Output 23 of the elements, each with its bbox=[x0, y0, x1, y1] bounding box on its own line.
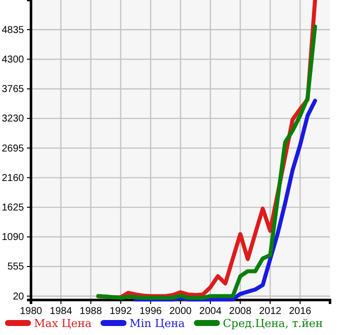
legend-label: Сред.Цена, т.йен bbox=[222, 317, 323, 330]
y-tick-label: 1090 bbox=[2, 232, 24, 244]
y-tick-label: 2160 bbox=[2, 172, 24, 184]
y-tick-label: 4835 bbox=[2, 24, 24, 36]
y-tick-label: 555 bbox=[7, 262, 24, 273]
y-tick-label: 1625 bbox=[2, 202, 24, 214]
y-tick-label: 2695 bbox=[2, 143, 24, 154]
x-tick-label: 2008 bbox=[229, 306, 252, 318]
y-tick-label: 3765 bbox=[2, 84, 24, 96]
x-tick-label: 2016 bbox=[288, 306, 312, 318]
x-tick-label: 1988 bbox=[80, 306, 102, 318]
x-tick-label: 2004 bbox=[199, 306, 222, 318]
x-tick-label: 1992 bbox=[110, 306, 132, 318]
y-tick-label: 3230 bbox=[2, 114, 24, 125]
x-tick-label: 1980 bbox=[20, 306, 43, 318]
y-tick-label: 20 bbox=[12, 291, 24, 302]
legend-label: Max Цена bbox=[34, 317, 92, 330]
y-tick-label: 4300 bbox=[2, 54, 24, 66]
x-tick-label: 2012 bbox=[259, 306, 282, 318]
x-tick-label: 1984 bbox=[50, 306, 72, 318]
legend-label: Min Цена bbox=[130, 317, 186, 330]
x-tick-label: 1996 bbox=[139, 306, 162, 318]
x-tick-label: 2000 bbox=[169, 306, 192, 318]
